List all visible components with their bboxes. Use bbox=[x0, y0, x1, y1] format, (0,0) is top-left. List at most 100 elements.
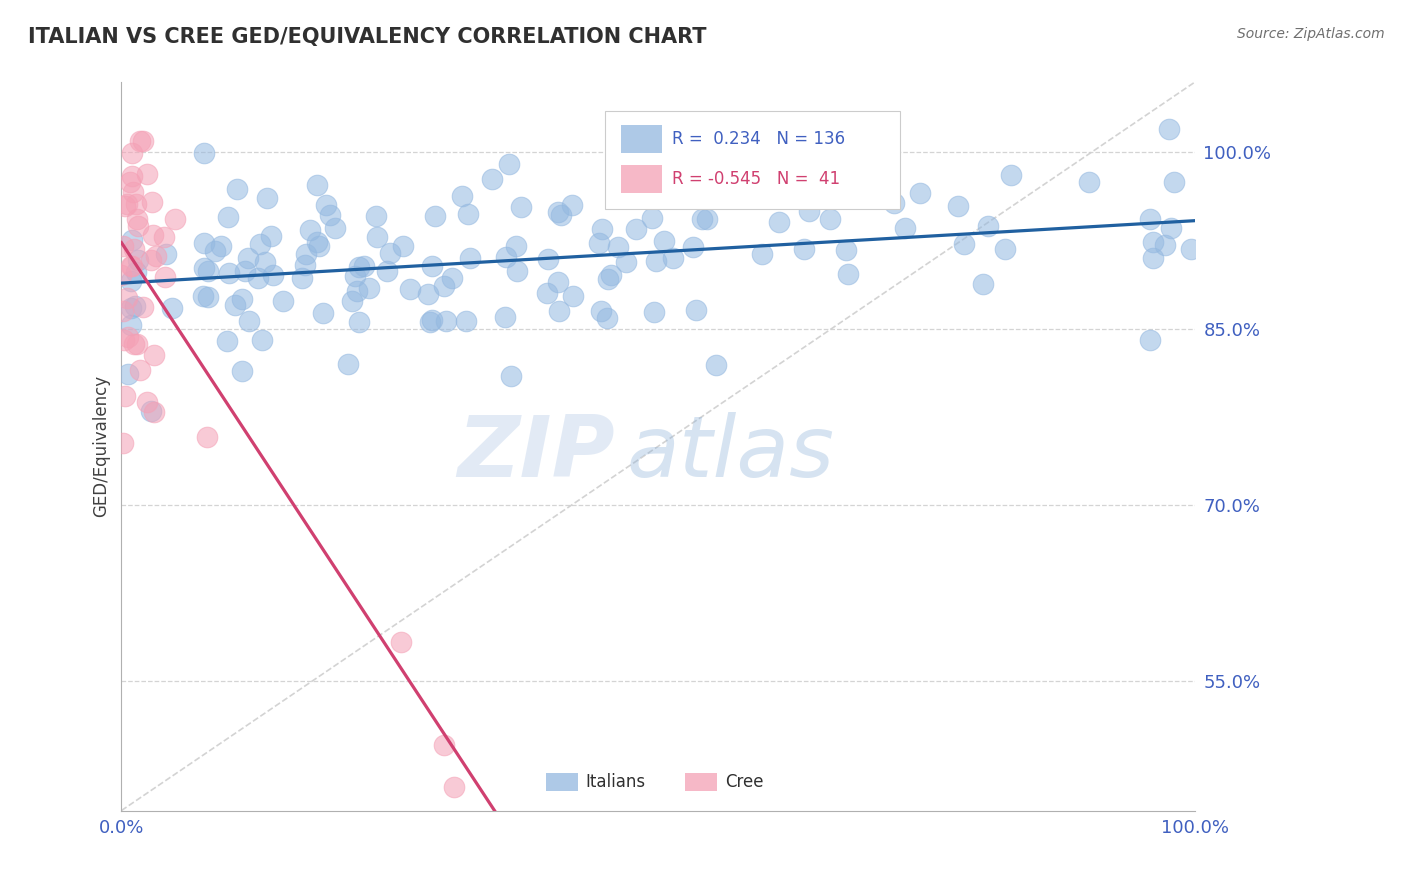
Point bbox=[340, 294, 363, 309]
Point bbox=[347, 315, 370, 329]
Point bbox=[122, 242, 145, 256]
Point bbox=[673, 150, 696, 164]
Point bbox=[217, 334, 239, 349]
Point bbox=[294, 258, 316, 272]
Point bbox=[591, 222, 613, 236]
Point bbox=[835, 243, 858, 257]
Point bbox=[117, 329, 139, 343]
Point bbox=[129, 134, 152, 148]
Point bbox=[231, 292, 253, 306]
Point bbox=[142, 405, 165, 419]
Point bbox=[450, 188, 472, 202]
Point bbox=[591, 303, 613, 318]
Point bbox=[1139, 333, 1161, 347]
Point bbox=[366, 230, 388, 244]
Point bbox=[1078, 176, 1101, 190]
Point bbox=[145, 248, 167, 262]
Point bbox=[972, 277, 994, 292]
Point bbox=[548, 304, 571, 318]
Text: atlas: atlas bbox=[626, 412, 834, 495]
Point bbox=[1163, 175, 1185, 189]
Point bbox=[682, 240, 704, 254]
Point bbox=[537, 252, 560, 267]
Point bbox=[506, 264, 529, 278]
Point bbox=[256, 191, 278, 205]
Point bbox=[246, 271, 269, 285]
Point bbox=[204, 244, 226, 258]
Point bbox=[953, 237, 976, 252]
Point bbox=[120, 301, 142, 315]
Point bbox=[837, 267, 859, 281]
Y-axis label: GED/Equivalency: GED/Equivalency bbox=[93, 376, 110, 517]
Point bbox=[127, 219, 149, 233]
Point bbox=[124, 197, 146, 211]
Point bbox=[315, 198, 337, 212]
Point bbox=[1160, 221, 1182, 235]
Point bbox=[224, 298, 246, 312]
Point bbox=[346, 284, 368, 298]
Point bbox=[115, 197, 138, 211]
Point bbox=[652, 235, 675, 249]
Point bbox=[136, 395, 159, 409]
Point bbox=[561, 198, 583, 212]
Point bbox=[141, 195, 163, 210]
Point bbox=[253, 254, 276, 268]
Point bbox=[946, 199, 969, 213]
Point bbox=[644, 253, 666, 268]
Point bbox=[121, 233, 143, 247]
Point bbox=[494, 310, 516, 324]
Point bbox=[690, 212, 713, 227]
Point bbox=[124, 337, 146, 351]
Point bbox=[433, 279, 456, 293]
Point bbox=[501, 368, 523, 383]
Point bbox=[139, 253, 162, 268]
Point bbox=[111, 436, 134, 450]
Text: R = -0.545   N =  41: R = -0.545 N = 41 bbox=[672, 169, 841, 188]
Point bbox=[291, 270, 314, 285]
Point bbox=[799, 203, 821, 218]
Point bbox=[124, 300, 146, 314]
Point bbox=[1157, 122, 1180, 136]
Point bbox=[127, 337, 149, 351]
Point bbox=[155, 247, 177, 261]
Point bbox=[685, 302, 707, 317]
Point bbox=[432, 739, 454, 753]
Point bbox=[908, 186, 931, 200]
Point bbox=[307, 178, 329, 192]
Text: Source: ZipAtlas.com: Source: ZipAtlas.com bbox=[1237, 27, 1385, 41]
Point bbox=[217, 210, 239, 224]
Point bbox=[323, 220, 346, 235]
Point bbox=[389, 635, 412, 649]
Point bbox=[347, 260, 370, 275]
Point bbox=[751, 246, 773, 260]
Point bbox=[366, 209, 388, 223]
Point bbox=[193, 235, 215, 250]
Point bbox=[536, 285, 558, 300]
Point bbox=[696, 211, 718, 226]
Point bbox=[977, 219, 1000, 233]
Point bbox=[391, 238, 413, 252]
Point bbox=[596, 310, 619, 325]
Point bbox=[510, 200, 533, 214]
Point bbox=[120, 259, 142, 273]
Point bbox=[298, 223, 321, 237]
Point bbox=[193, 146, 215, 161]
Text: R =  0.234   N = 136: R = 0.234 N = 136 bbox=[672, 129, 845, 148]
Point bbox=[357, 281, 380, 295]
Point bbox=[353, 259, 375, 273]
Point bbox=[588, 236, 610, 251]
Point bbox=[704, 358, 727, 372]
Text: ZIP: ZIP bbox=[458, 412, 616, 495]
Point bbox=[197, 264, 219, 278]
Point bbox=[498, 157, 520, 171]
Point bbox=[443, 780, 465, 794]
Point bbox=[883, 196, 905, 211]
Point bbox=[768, 215, 790, 229]
Point bbox=[547, 204, 569, 219]
Point bbox=[662, 252, 685, 266]
Point bbox=[114, 199, 136, 213]
Point bbox=[236, 251, 259, 265]
Point bbox=[305, 235, 328, 250]
Point bbox=[1142, 251, 1164, 265]
Point bbox=[1000, 168, 1022, 182]
